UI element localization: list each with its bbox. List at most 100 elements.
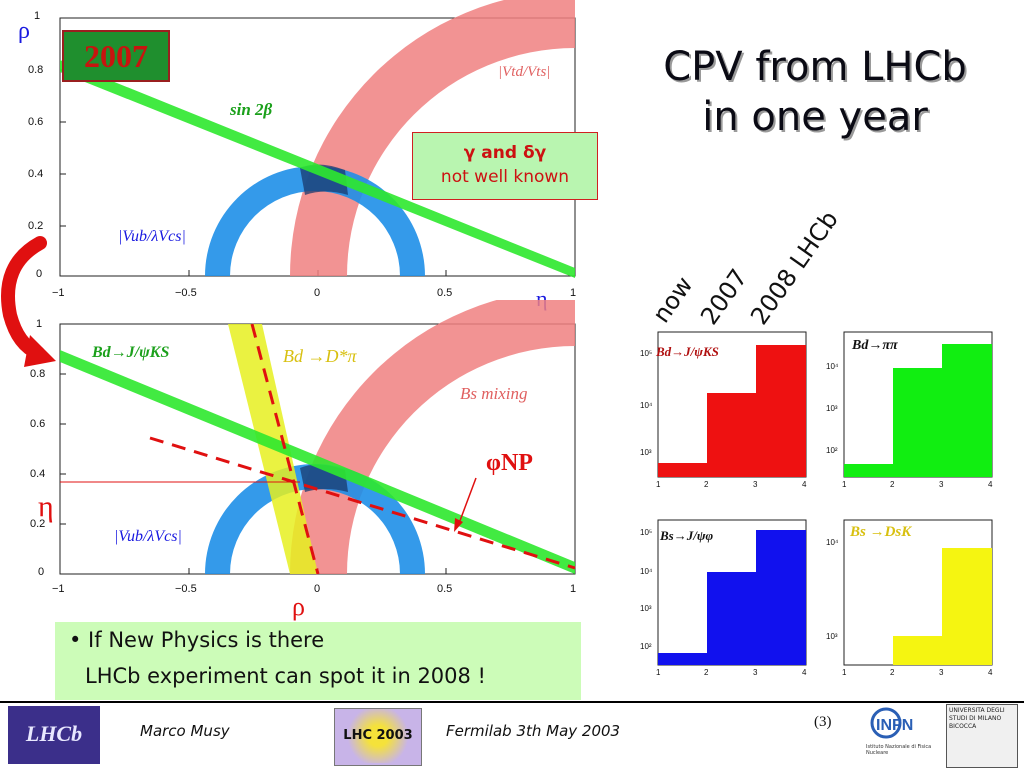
gamma-note-line2: not well known bbox=[440, 167, 570, 187]
hist4-ytick-a: 10⁴ bbox=[826, 538, 839, 547]
red-curved-arrow bbox=[1, 236, 56, 367]
bot-ytick-0.2: 0.2 bbox=[30, 518, 46, 530]
hist-bs-jpsiphi bbox=[657, 519, 807, 666]
hist2-xtick-1: 1 bbox=[842, 480, 847, 489]
bot-xtick-m05: −0.5 bbox=[175, 583, 197, 595]
top-unitarity-plot bbox=[59, 0, 576, 278]
vtd-vts-band bbox=[290, 0, 575, 276]
bottom-rho-label: ρ bbox=[292, 592, 305, 621]
infn-globe-icon: INFN bbox=[870, 707, 913, 739]
top-xtick-0: 0 bbox=[314, 287, 321, 299]
bd-dstarpi-label: Bd →D*π bbox=[283, 346, 357, 366]
bot-ytick-0.8: 0.8 bbox=[30, 368, 46, 380]
hist4-xtick-4: 4 bbox=[988, 668, 993, 677]
footer-event: Fermilab 3th May 2003 bbox=[446, 722, 621, 740]
bs-mixing-label: Bs mixing bbox=[460, 384, 528, 403]
hist4-xtick-3: 3 bbox=[939, 668, 944, 677]
bot-xtick-1: 1 bbox=[570, 583, 577, 595]
col-label-now: now bbox=[647, 271, 699, 328]
hist4-ytick-b: 10³ bbox=[826, 632, 838, 641]
phi-np-label: φNP bbox=[486, 450, 533, 476]
bd-jpsiks-band bbox=[60, 350, 575, 574]
hist1-xtick-3: 3 bbox=[753, 480, 758, 489]
top-ytick-0.2: 0.2 bbox=[28, 220, 44, 232]
title-line-1: CPV from LHCb bbox=[663, 44, 967, 90]
top-xtick-m1: −1 bbox=[52, 287, 65, 299]
bottom-unitarity-plot bbox=[59, 300, 576, 575]
col-label-2008: 2008 LHCb bbox=[745, 205, 844, 330]
hist1-label: Bd→J/ψKS bbox=[656, 344, 719, 359]
bot-xtick-0: 0 bbox=[314, 583, 321, 595]
sin2beta-band bbox=[60, 60, 575, 278]
title-line-2: in one year bbox=[702, 94, 928, 140]
top-ytick-1: 1 bbox=[34, 10, 41, 22]
hist3-ytick-d: 10² bbox=[640, 642, 652, 651]
year-badge-2007: 2007 bbox=[62, 30, 170, 82]
hist1-xtick-1: 1 bbox=[656, 480, 661, 489]
conclusion-box: • If New Physics is there LHCb experimen… bbox=[55, 622, 581, 700]
bot-xtick-m1: −1 bbox=[52, 583, 65, 595]
top-vub-label: |Vub/λVcs| bbox=[118, 228, 186, 245]
page-number: (3) bbox=[814, 714, 832, 730]
hist4-label: Bs →DsK bbox=[850, 524, 912, 540]
hist1-xtick-4: 4 bbox=[802, 480, 807, 489]
phi-np-arrowhead bbox=[454, 518, 463, 532]
gamma-note-box: γ and δγ not well known bbox=[412, 132, 598, 200]
hist2-xtick-2: 2 bbox=[890, 480, 895, 489]
hist4-xtick-1: 1 bbox=[842, 668, 847, 677]
hist2-ytick-b: 10³ bbox=[826, 404, 838, 413]
bot-ytick-0.6: 0.6 bbox=[30, 418, 46, 430]
hist3-xtick-4: 4 bbox=[802, 668, 807, 677]
unimib-logo: UNIVERSITA DEGLI STUDI DI MILANO BICOCCA bbox=[946, 704, 1018, 768]
hist4-xtick-2: 2 bbox=[890, 668, 895, 677]
top-xtick-05: 0.5 bbox=[437, 287, 453, 299]
hist1-ytick-a: 10⁵ bbox=[640, 349, 653, 358]
col-label-2007: 2007 bbox=[695, 263, 754, 330]
top-xtick-1: 1 bbox=[570, 287, 577, 299]
lhcb-logo: LHCb bbox=[8, 706, 100, 764]
hist3-ytick-a: 10⁵ bbox=[640, 528, 653, 537]
bd-jpsiks-label: Bd→J/ψKS bbox=[92, 344, 170, 361]
hist3-label: Bs→J/ψφ bbox=[660, 528, 714, 543]
lhc2003-logo-text: LHC 2003 bbox=[335, 709, 421, 763]
top-ytick-0.4: 0.4 bbox=[28, 168, 44, 180]
bot-ytick-0.4: 0.4 bbox=[30, 468, 46, 480]
sin2beta-label: sin 2β bbox=[230, 100, 273, 119]
hist3-ytick-b: 10⁴ bbox=[640, 567, 653, 576]
dashed-line-np bbox=[149, 436, 576, 570]
slide-title: CPV from LHCb in one year bbox=[630, 42, 1000, 142]
hist3-xtick-2: 2 bbox=[704, 668, 709, 677]
phi-np-arrow bbox=[457, 477, 477, 527]
hist1-ytick-b: 10⁴ bbox=[640, 401, 653, 410]
bottom-vub-label: |Vub/λVcs| bbox=[114, 528, 182, 545]
hist2-ytick-a: 10⁴ bbox=[826, 362, 839, 371]
hist-bs-dsk bbox=[843, 519, 993, 666]
bot-xtick-05: 0.5 bbox=[437, 583, 453, 595]
bs-mixing-band bbox=[290, 300, 575, 574]
unimib-logo-text: UNIVERSITA DEGLI STUDI DI MILANO BICOCCA bbox=[949, 707, 1005, 730]
lhcb-logo-text: LHCb bbox=[25, 721, 83, 746]
footer-author: Marco Musy bbox=[140, 722, 230, 740]
hist1-ytick-c: 10³ bbox=[640, 448, 652, 457]
bot-ytick-0: 0 bbox=[38, 566, 45, 578]
infn-logo-subtext: Istituto Nazionale di Fisica Nucleare bbox=[866, 744, 932, 756]
lhc2003-logo: LHC 2003 bbox=[334, 708, 422, 766]
hist-bd-pipi bbox=[843, 331, 993, 478]
footer-divider bbox=[0, 701, 1024, 703]
top-ytick-0.8: 0.8 bbox=[28, 64, 44, 76]
vtd-vts-label: |Vtd/Vts| bbox=[498, 64, 551, 80]
top-rho-label: ρ bbox=[18, 18, 30, 44]
top-ytick-0: 0 bbox=[36, 268, 43, 280]
hist2-xtick-4: 4 bbox=[988, 480, 993, 489]
bottom-vub-ring bbox=[205, 464, 425, 574]
top-xtick-m05: −0.5 bbox=[175, 287, 197, 299]
hist-bd-jpsiks bbox=[657, 331, 807, 478]
hist1-xtick-2: 2 bbox=[704, 480, 709, 489]
top-eta-label: η bbox=[536, 286, 548, 311]
hist3-xtick-3: 3 bbox=[753, 668, 758, 677]
bullet-line-1: • If New Physics is there bbox=[69, 628, 325, 652]
hist2-xtick-3: 3 bbox=[939, 480, 944, 489]
bot-ytick-1: 1 bbox=[36, 318, 43, 330]
hist2-label: Bd→ππ bbox=[852, 338, 898, 353]
dashed-line-steep bbox=[250, 323, 320, 575]
